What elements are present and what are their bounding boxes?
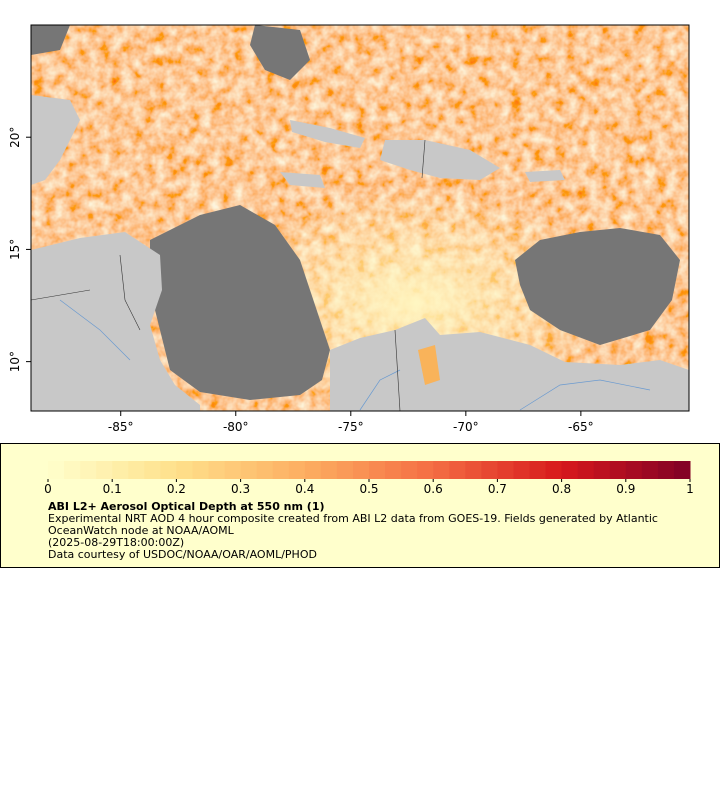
colorbar-step [304,461,322,479]
map: -85° -80° -75° -70° -65° 10° 15° 20° [8,24,690,434]
colorbar-step [144,461,161,479]
colorbar-tick-label: 0.1 [103,482,122,496]
x-tick-label: -75° [338,420,364,434]
nodata-region [250,25,310,80]
colorbar-step [497,461,514,479]
legend: 0 0.1 0.2 0.3 0.4 0.5 0.6 0.7 0.8 0.9 1 ABI L2+ Ae… [0,443,720,568]
colorbar-step [625,461,643,479]
colorbar-step [401,461,418,479]
colorbar-step [449,461,466,479]
legend-text: ABI L2+ Aerosol Optical Depth at 550 nm … [48,501,688,561]
colorbar-step [529,461,547,479]
time: (2025-08-29T18:00:00Z) [48,536,185,549]
nodata-region [31,25,70,55]
colorbar-step [96,461,113,479]
colorbar-step [208,461,226,479]
colorbar-step [160,461,177,479]
colorbar-step [417,461,434,479]
colorbar-step [64,461,81,479]
colorbar-step [513,461,530,479]
colorbar-tick-label: 0.9 [616,482,635,496]
colorbar-step [673,461,691,479]
map-frame [30,24,690,412]
colorbar-step [577,461,595,479]
map-area [31,25,689,411]
nodata-region [150,205,330,400]
credit: Data courtesy of USDOC/NOAA/OAR/AOML/PHO… [48,548,317,561]
colorbar-tick-label: 0.5 [359,482,378,496]
land [525,170,565,182]
colorbar-step [112,461,129,479]
nodata-region [515,228,680,345]
rivers [59,299,651,411]
colorbar-tick-label: 1 [686,482,694,496]
colorbar-step [128,461,145,479]
colorbar-step [481,461,498,479]
borders [31,139,426,411]
y-tick-label: 10° [8,351,22,372]
land [330,318,689,411]
colorbar-tick-label: 0 [44,482,52,496]
colorbar-tick-label: 0.7 [488,482,507,496]
y-tick-label: 20° [8,127,22,148]
colorbar-step [256,461,274,479]
colorbar-step [192,461,209,479]
colorbar-step [433,461,450,479]
x-tick-label: -65° [568,420,594,434]
y-tick-label: 15° [8,239,22,260]
land [31,95,80,185]
land [380,140,500,180]
colorbar-step [593,461,611,479]
colorbar-step [336,461,354,479]
colorbar-tick-label: 0.6 [424,482,443,496]
colorbar-tick-label: 0.3 [231,482,250,496]
colorbar-step [561,461,579,479]
x-tick-label: -70° [453,420,479,434]
title: ABI L2+ Aerosol Optical Depth at 550 nm … [48,500,325,513]
description: Experimental NRT AOD 4 hour composite cr… [48,512,658,537]
colorbar-step [352,461,370,479]
colorbar-step [80,461,97,479]
colorbar-step [609,461,627,479]
colorbar-step [369,461,386,479]
colorbar-step [657,461,675,479]
colorbar-step [224,461,242,479]
x-tick-label: -85° [108,420,134,434]
colorbar-step [48,461,65,479]
aod-field [418,345,440,385]
colorbar-step [545,461,563,479]
colorbar-step [176,461,193,479]
colorbar-step [641,461,659,479]
colorbar-step [288,461,306,479]
colorbar-step [465,461,482,479]
colorbar: 0 0.1 0.2 0.3 0.4 0.5 0.6 0.7 0.8 0.9 1 [44,461,694,496]
x-tick-label: -80° [223,420,249,434]
colorbar-tick-label: 0.4 [295,482,314,496]
colorbar-tick-label: 0.8 [552,482,571,496]
colorbar-step [240,461,258,479]
colorbar-tick-label: 0.2 [167,482,186,496]
land [290,120,365,148]
colorbar-step [320,461,338,479]
colorbar-step [272,461,290,479]
land [280,172,325,188]
land [31,232,200,411]
colorbar-step [385,461,402,479]
